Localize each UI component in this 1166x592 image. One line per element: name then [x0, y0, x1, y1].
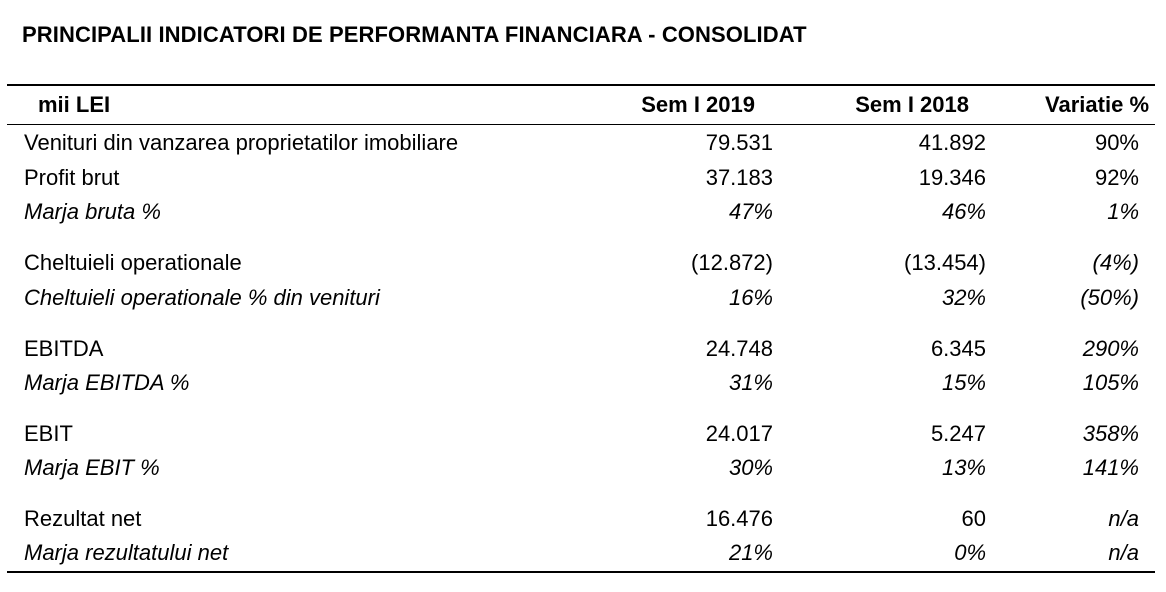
table-row: EBITDA 24.748 6.345 290% [0, 332, 1166, 366]
row-variation: (50%) [1080, 285, 1139, 310]
row-label: Marja rezultatului net [24, 540, 229, 565]
table-row: Venituri din vanzarea proprietatilor imo… [0, 126, 1166, 160]
row-value-2018: 19.346 [918, 165, 986, 190]
row-value-2019: 16% [728, 285, 773, 310]
row-value-2019: 37.183 [705, 165, 773, 190]
row-variation: 105% [1082, 370, 1139, 395]
table-bottom-rule [7, 571, 1155, 573]
row-value-2018: 15% [941, 370, 986, 395]
row-variation: n/a [1108, 506, 1139, 531]
row-label: EBIT [24, 421, 73, 446]
table-row: Rezultat net 16.476 60 n/a [0, 502, 1166, 536]
row-value-2018: 0% [954, 540, 986, 565]
row-value-2018: (13.454) [904, 250, 986, 275]
table-row: Cheltuieli operationale (12.872) (13.454… [0, 246, 1166, 280]
row-value-2019: 79.531 [705, 130, 773, 155]
row-value-2018: 13% [941, 455, 986, 480]
row-value-2019: 24.017 [705, 421, 773, 446]
row-value-2018: 32% [941, 285, 986, 310]
row-variation: (4%) [1092, 250, 1139, 275]
table-header-rule [7, 124, 1155, 125]
row-variation: 358% [1082, 421, 1139, 446]
row-label: Venituri din vanzarea proprietatilor imo… [24, 130, 459, 155]
row-variation: 90% [1094, 130, 1139, 155]
table-top-rule [7, 84, 1155, 86]
row-value-2019: (12.872) [691, 250, 773, 275]
row-label: Marja EBITDA % [24, 370, 190, 395]
page-title: PRINCIPALII INDICATORI DE PERFORMANTA FI… [22, 22, 807, 47]
row-label: Marja EBIT % [24, 455, 160, 480]
table-row: EBIT 24.017 5.247 358% [0, 417, 1166, 451]
row-variation: 92% [1094, 165, 1139, 190]
row-value-2019: 24.748 [705, 336, 773, 361]
row-value-2018: 41.892 [918, 130, 986, 155]
header-sem1-2019: Sem I 2019 [641, 92, 755, 117]
row-value-2018: 6.345 [930, 336, 986, 361]
row-variation: 290% [1082, 336, 1139, 361]
row-label: Cheltuieli operationale % din venituri [24, 285, 380, 310]
row-variation: 141% [1082, 455, 1139, 480]
row-variation: n/a [1108, 540, 1139, 565]
row-value-2019: 21% [728, 540, 773, 565]
row-value-2019: 47% [728, 199, 773, 224]
table-row: Cheltuieli operationale % din venituri 1… [0, 281, 1166, 315]
row-label: Profit brut [24, 165, 120, 190]
row-label: Marja bruta % [24, 199, 161, 224]
table-header-row: mii LEI Sem I 2019 Sem I 2018 Variatie % [0, 88, 1166, 122]
row-label: Cheltuieli operationale [24, 250, 242, 275]
header-sem1-2018: Sem I 2018 [855, 92, 969, 117]
row-label: Rezultat net [24, 506, 142, 531]
row-value-2018: 60 [961, 506, 986, 531]
table-row: Marja EBIT % 30% 13% 141% [0, 451, 1166, 485]
header-unit: mii LEI [38, 92, 111, 117]
row-value-2019: 30% [728, 455, 773, 480]
row-value-2019: 16.476 [705, 506, 773, 531]
header-variation: Variatie % [1045, 92, 1149, 117]
table-row: Marja bruta % 47% 46% 1% [0, 195, 1166, 229]
table-row: Marja EBITDA % 31% 15% 105% [0, 366, 1166, 400]
row-value-2019: 31% [728, 370, 773, 395]
row-value-2018: 46% [941, 199, 986, 224]
row-value-2018: 5.247 [930, 421, 986, 446]
table-row: Profit brut 37.183 19.346 92% [0, 161, 1166, 195]
table-row: Marja rezultatului net 21% 0% n/a [0, 536, 1166, 570]
row-variation: 1% [1107, 199, 1139, 224]
row-label: EBITDA [24, 336, 104, 361]
